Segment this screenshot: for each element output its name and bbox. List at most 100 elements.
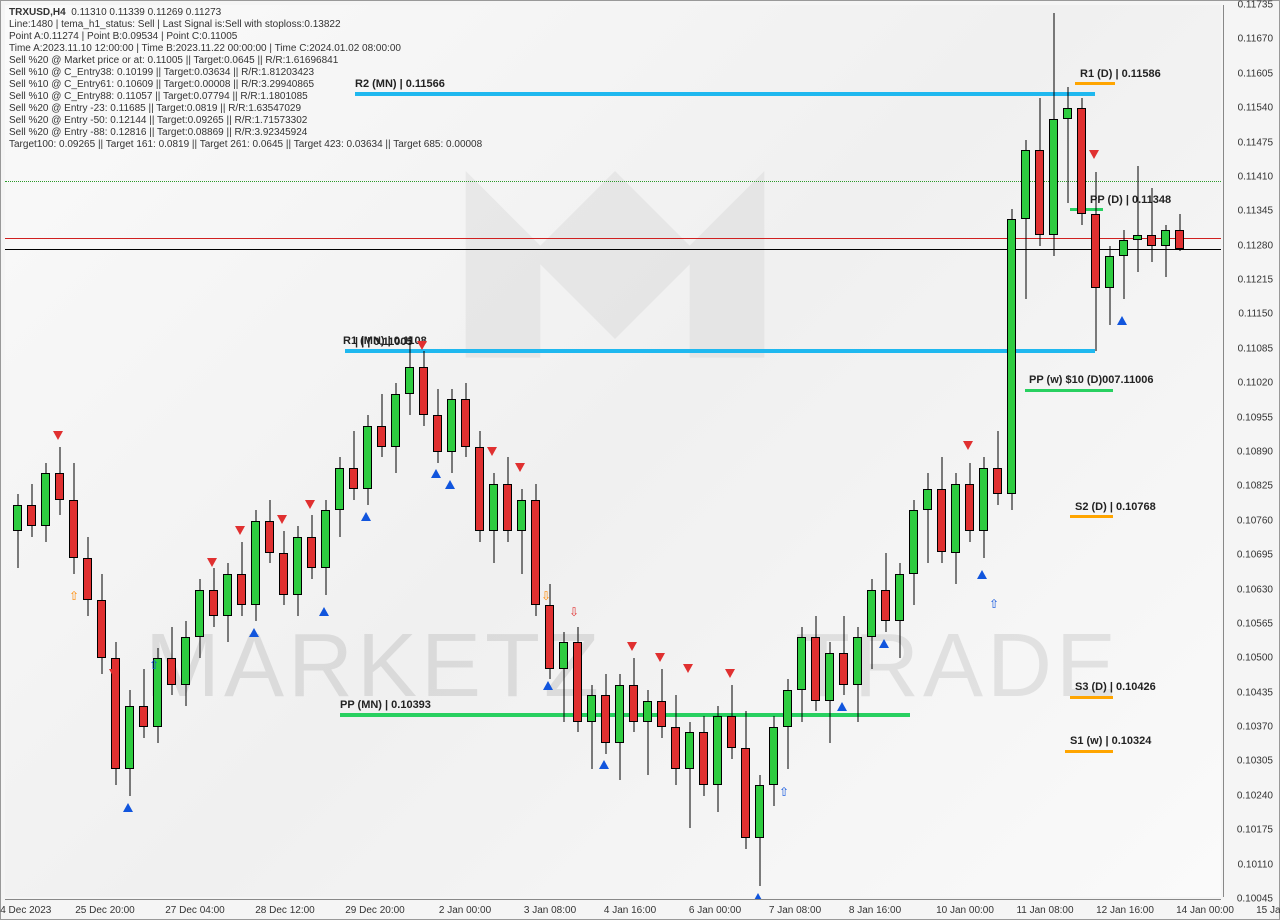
signal-arrow-icon: [837, 702, 847, 711]
price-line: [5, 249, 1221, 250]
x-tick-label: 6 Jan 00:00: [689, 905, 741, 916]
signal-arrow-icon: [627, 642, 637, 651]
signal-arrow-icon: [207, 558, 217, 567]
y-tick-label: 0.11085: [1238, 343, 1273, 354]
pivot-level: [340, 713, 910, 717]
signal-arrow-icon: [109, 669, 119, 678]
pivot-level: [1065, 750, 1113, 753]
y-tick-label: 0.11735: [1238, 0, 1273, 11]
x-tick-label: 10 Jan 00:00: [936, 905, 994, 916]
signal-arrow-icon: [417, 341, 427, 350]
y-tick-label: 0.10760: [1237, 515, 1273, 526]
pivot-label: S2 (D) | 0.10768: [1075, 501, 1156, 513]
pivot-label: S3 (D) | 0.10426: [1075, 681, 1156, 693]
pivot-level: [345, 349, 1095, 353]
header-line: Sell %10 @ C_Entry38: 0.10199 || Target:…: [9, 67, 314, 78]
signal-arrow-icon: [543, 681, 553, 690]
header-line: Sell %20 @ Entry -50: 0.12144 || Target:…: [9, 115, 307, 126]
x-tick-label: 4 Jan 16:00: [604, 905, 656, 916]
y-tick-label: 0.10500: [1237, 653, 1273, 664]
x-tick-label: 11 Jan 08:00: [1016, 905, 1073, 916]
header-line: Sell %20 @ Entry -88: 0.12816 || Target:…: [9, 127, 307, 138]
x-tick-label: 8 Jan 16:00: [849, 905, 901, 916]
signal-arrow-icon: [123, 803, 133, 812]
signal-arrow-icon: [515, 463, 525, 472]
y-tick-label: 0.10825: [1237, 481, 1273, 492]
y-tick-label: 0.11410: [1238, 171, 1273, 182]
pivot-label: R1 (MN) | 0.1108: [343, 335, 427, 347]
x-tick-label: 3 Jan 08:00: [524, 905, 576, 916]
signal-arrow-icon: [361, 512, 371, 521]
signal-arrow-icon: ⇧: [69, 589, 79, 603]
y-tick-label: 0.10305: [1237, 756, 1273, 767]
header-line: Line:1480 | tema_h1_status: Sell | Last …: [9, 19, 341, 30]
signal-arrow-icon: ⇧: [779, 785, 789, 799]
signal-arrow-icon: [487, 447, 497, 456]
y-tick-label: 0.11475: [1238, 137, 1273, 148]
signal-arrow-icon: ⇧: [989, 597, 999, 611]
y-tick-label: 0.11345: [1238, 206, 1273, 217]
y-tick-label: 0.10565: [1237, 618, 1273, 629]
pivot-label: PP (MN) | 0.10393: [340, 699, 431, 711]
y-tick-label: 0.10890: [1237, 447, 1273, 458]
signal-arrow-icon: [655, 653, 665, 662]
x-axis: 24 Dec 202325 Dec 20:0027 Dec 04:0028 De…: [5, 899, 1221, 919]
x-tick-label: 14 Jan 00:00: [1176, 905, 1234, 916]
y-tick-label: 0.11150: [1238, 309, 1273, 320]
y-tick-label: 0.10110: [1238, 859, 1273, 870]
y-tick-label: 0.10695: [1237, 550, 1273, 561]
signal-arrow-icon: ⇧: [149, 658, 159, 672]
signal-arrow-icon: [977, 570, 987, 579]
signal-arrow-icon: [725, 669, 735, 678]
pivot-level: [1070, 515, 1113, 518]
x-tick-label: 29 Dec 20:00: [345, 905, 405, 916]
signal-arrow-icon: [305, 500, 315, 509]
y-tick-label: 0.11605: [1238, 68, 1273, 79]
pivot-label: S1 (w) | 0.10324: [1070, 735, 1151, 747]
x-tick-label: 15 Jan 12:00: [1256, 905, 1280, 916]
y-tick-label: 0.11670: [1238, 34, 1273, 45]
pivot-level: [1070, 208, 1103, 211]
signal-arrow-icon: [1117, 316, 1127, 325]
y-tick-label: 0.10045: [1237, 894, 1273, 905]
pivot-level: [1070, 696, 1113, 699]
x-tick-label: 27 Dec 04:00: [165, 905, 225, 916]
pivot-level: [355, 92, 1095, 96]
y-tick-label: 0.11215: [1238, 275, 1273, 286]
signal-arrow-icon: [963, 441, 973, 450]
signal-arrow-icon: [683, 664, 693, 673]
x-tick-label: 24 Dec 2023: [0, 905, 51, 916]
signal-arrow-icon: [53, 431, 63, 440]
pivot-label: PP (w) $10 (D)007.11006: [1029, 374, 1154, 386]
x-tick-label: 2 Jan 00:00: [439, 905, 491, 916]
header-line: Sell %10 @ C_Entry61: 0.10609 || Target:…: [9, 79, 314, 90]
y-axis: 0.117350.116700.116050.115400.114750.114…: [1223, 5, 1279, 897]
pivot-label: PP (D) | 0.11348: [1090, 194, 1171, 206]
signal-arrow-icon: ⇩: [541, 589, 551, 603]
header-line: Time A:2023.11.10 12:00:00 | Time B:2023…: [9, 43, 401, 54]
signal-arrow-icon: [1089, 150, 1099, 159]
y-tick-label: 0.11020: [1238, 378, 1273, 389]
signal-arrow-icon: [599, 760, 609, 769]
signal-arrow-icon: ⇩: [569, 605, 579, 619]
y-tick-label: 0.10240: [1237, 790, 1273, 801]
pivot-level: [1025, 389, 1113, 392]
y-tick-label: 0.11280: [1238, 240, 1273, 251]
pivot-label: R2 (MN) | 0.11566: [355, 78, 445, 90]
header-line: Point A:0.11274 | Point B:0.09534 | Poin…: [9, 31, 237, 42]
pivot-label: R1 (D) | 0.11586: [1080, 68, 1161, 80]
pivot-level: [1075, 82, 1115, 85]
x-tick-label: 7 Jan 08:00: [769, 905, 821, 916]
signal-arrow-icon: [277, 515, 287, 524]
symbol-ohlc: TRXUSD,H4 0.11310 0.11339 0.11269 0.1127…: [9, 7, 221, 18]
signal-arrow-icon: [319, 607, 329, 616]
signal-arrow-icon: [249, 628, 259, 637]
x-tick-label: 25 Dec 20:00: [75, 905, 135, 916]
y-tick-label: 0.10630: [1237, 584, 1273, 595]
y-tick-label: 0.10435: [1237, 687, 1273, 698]
header-line: Target100: 0.09265 || Target 161: 0.0819…: [9, 139, 482, 150]
signal-arrow-icon: [879, 639, 889, 648]
y-tick-label: 0.10370: [1237, 722, 1273, 733]
header-line: Sell %20 @ Market price or at: 0.11005 |…: [9, 55, 338, 66]
x-tick-label: 28 Dec 12:00: [255, 905, 315, 916]
